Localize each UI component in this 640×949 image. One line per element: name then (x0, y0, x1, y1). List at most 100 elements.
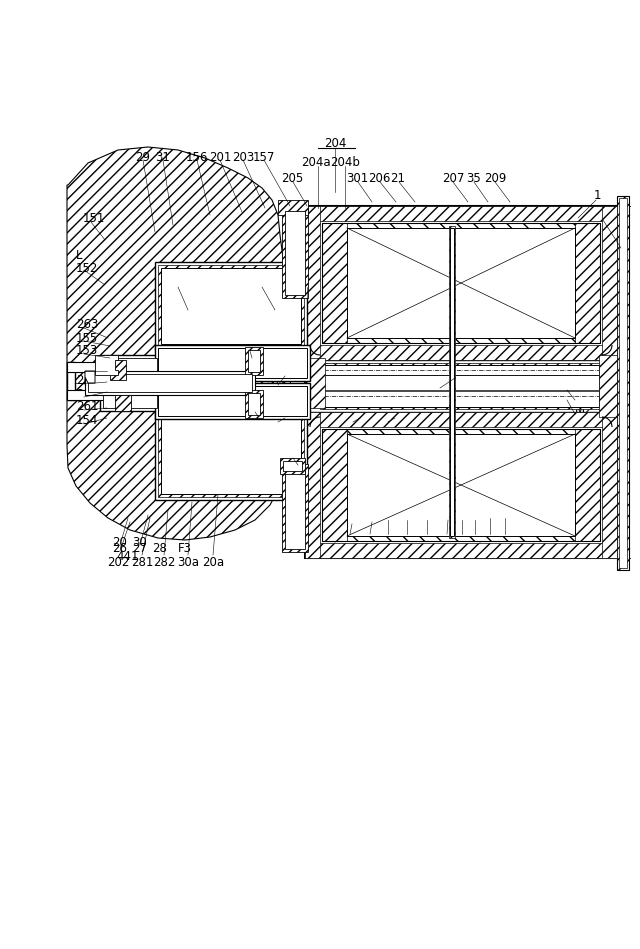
Text: 36: 36 (381, 412, 396, 424)
Bar (245, 390, 263, 418)
Bar (88, 374, 252, 392)
Bar (305, 358, 325, 408)
Bar (100, 355, 160, 411)
Bar (248, 350, 260, 372)
Text: F3: F3 (178, 542, 192, 554)
Bar (347, 434, 575, 536)
Bar (282, 208, 308, 298)
Text: 42: 42 (362, 525, 378, 537)
Bar (285, 467, 305, 549)
Text: φ: φ (610, 341, 619, 353)
Polygon shape (85, 371, 95, 383)
Bar (322, 429, 600, 541)
Bar (575, 223, 600, 343)
Bar (285, 211, 305, 295)
Text: 209: 209 (484, 172, 506, 184)
Bar (245, 347, 263, 375)
Bar (305, 543, 617, 558)
Text: 45: 45 (497, 525, 513, 537)
Text: 40: 40 (399, 525, 415, 537)
Text: 35: 35 (467, 172, 481, 184)
Bar (67, 390, 157, 400)
Bar (602, 412, 617, 558)
Text: M3: M3 (343, 412, 361, 424)
Text: 45i: 45i (482, 526, 498, 536)
Bar (158, 348, 307, 378)
Text: 281: 281 (131, 555, 153, 568)
Text: 151: 151 (83, 212, 106, 225)
Bar (248, 393, 260, 415)
Text: 203: 203 (232, 151, 254, 163)
Bar (322, 429, 347, 541)
Text: 154: 154 (76, 415, 99, 427)
Text: 152: 152 (76, 262, 99, 274)
Text: F1: F1 (456, 526, 468, 536)
Text: 441: 441 (116, 549, 140, 563)
Text: 153: 153 (76, 344, 99, 358)
Text: 313: 313 (266, 412, 288, 424)
Polygon shape (67, 147, 291, 540)
Text: 155: 155 (76, 331, 99, 344)
Text: 201: 201 (209, 151, 231, 163)
Text: 261: 261 (76, 400, 99, 414)
Text: 20b: 20b (285, 456, 307, 469)
Text: 205: 205 (281, 172, 303, 184)
Text: 156: 156 (186, 151, 208, 163)
Bar (320, 363, 602, 409)
Bar (103, 358, 157, 408)
Text: 301: 301 (346, 172, 368, 184)
Bar (450, 228, 454, 536)
Bar (67, 362, 157, 372)
Bar (158, 265, 304, 347)
Bar (305, 345, 617, 360)
Bar (322, 429, 600, 541)
Bar (283, 461, 302, 471)
Bar (305, 206, 617, 558)
Text: 314: 314 (243, 401, 265, 415)
Bar (110, 360, 126, 380)
Text: M2: M2 (575, 404, 593, 418)
Text: 43: 43 (420, 525, 435, 537)
Bar (599, 355, 617, 417)
Text: 202: 202 (107, 555, 129, 568)
Text: 157: 157 (253, 151, 275, 163)
Bar (67, 362, 75, 400)
Bar (115, 395, 131, 411)
Bar (305, 206, 320, 360)
Text: 34: 34 (323, 362, 337, 375)
Bar (278, 200, 308, 215)
Text: 28: 28 (152, 542, 168, 554)
Bar (155, 262, 307, 350)
Bar (155, 345, 310, 381)
Text: 1: 1 (594, 189, 602, 201)
Text: 21: 21 (390, 172, 406, 184)
Text: M1: M1 (575, 390, 593, 403)
Text: 206: 206 (368, 172, 390, 184)
Bar (305, 412, 617, 427)
Text: 264: 264 (76, 375, 99, 387)
Text: 282: 282 (153, 555, 175, 568)
Text: 204a: 204a (301, 156, 331, 169)
Bar (619, 198, 627, 568)
Text: 41: 41 (381, 525, 396, 537)
Text: 20: 20 (113, 535, 127, 549)
Bar (322, 223, 600, 343)
Bar (617, 196, 629, 570)
Bar (323, 375, 599, 391)
Text: 204b: 204b (330, 156, 360, 169)
Bar (155, 383, 310, 419)
Bar (158, 415, 304, 497)
Bar (305, 206, 617, 221)
Text: 302: 302 (294, 276, 316, 289)
Text: 20a: 20a (202, 555, 224, 568)
Text: L: L (76, 362, 83, 375)
Bar (155, 412, 307, 500)
Text: 262: 262 (76, 387, 99, 400)
Text: 208: 208 (602, 209, 624, 221)
Text: 312: 312 (266, 375, 288, 387)
Text: L: L (76, 249, 83, 262)
Bar (322, 223, 347, 343)
Bar (161, 268, 301, 344)
Text: 25: 25 (171, 276, 186, 289)
Text: 31: 31 (156, 151, 170, 163)
